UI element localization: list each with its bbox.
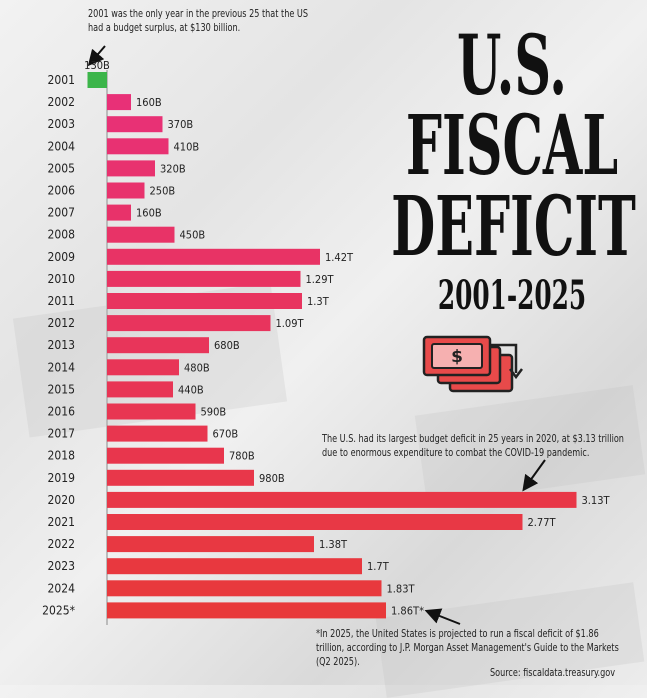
deficit-bar xyxy=(107,226,175,243)
year-label: 2016 xyxy=(48,405,76,419)
deficit-bar xyxy=(107,94,131,111)
bar-value-label: 410B xyxy=(174,140,200,153)
bar-value-label: 1.83T xyxy=(387,582,416,595)
year-label: 2008 xyxy=(48,228,76,242)
year-label: 2020 xyxy=(48,493,76,507)
bar-value-label: 680B xyxy=(214,339,240,352)
bar-value-label: 320B xyxy=(160,162,186,175)
year-label: 2019 xyxy=(48,471,76,485)
deficit-bar xyxy=(107,580,382,597)
year-label: 2001 xyxy=(48,73,75,87)
surplus-annotation: 2001 was the only year in the previous 2… xyxy=(88,7,309,34)
deficit-bar xyxy=(107,293,302,309)
year-label: 2006 xyxy=(48,184,76,198)
deficit-bar xyxy=(107,558,362,575)
deficit-bar xyxy=(107,359,179,376)
bar-value-label: 450B xyxy=(180,229,206,242)
surplus-arrow xyxy=(87,45,106,67)
bar-value-label: 1.09T xyxy=(276,317,305,330)
year-label: 2007 xyxy=(48,206,75,220)
deficit-bar xyxy=(107,160,155,177)
covid-arrow xyxy=(522,459,546,492)
year-label: 2025* xyxy=(42,603,75,617)
deficit-bar xyxy=(107,602,386,619)
deficit-bar xyxy=(107,403,196,420)
year-label: 2021 xyxy=(48,515,75,529)
bar-value-label: 440B xyxy=(178,383,204,396)
deficit-bar xyxy=(107,248,320,265)
chart-title: U.S. FISCAL DEFICIT xyxy=(391,18,636,275)
year-label: 2017 xyxy=(48,427,75,441)
year-label: 2015 xyxy=(48,382,75,396)
year-label: 2004 xyxy=(48,139,76,153)
bar-value-label: 1.86T* xyxy=(391,604,424,617)
bar-value-label: 590B xyxy=(201,406,227,419)
bar-value-label: 160B xyxy=(136,96,162,109)
money-bills-down-arrow-icon: $ xyxy=(422,335,523,393)
bar-value-label: 1.3T xyxy=(307,295,330,308)
year-label: 2011 xyxy=(48,294,75,308)
deficit-bar xyxy=(107,315,271,332)
deficit-bar xyxy=(107,447,224,464)
year-label: 2013 xyxy=(48,338,75,352)
source-note: Source: fiscaldata.treasury.gov xyxy=(490,666,616,679)
year-label: 2024 xyxy=(48,581,76,595)
surplus-bar xyxy=(87,72,107,88)
bar-value-label: 160B xyxy=(136,207,162,220)
bar-value-label: 980B xyxy=(259,472,285,485)
bar-value-label: 2.77T xyxy=(528,516,557,529)
deficit-bar xyxy=(107,425,208,442)
year-label: 2018 xyxy=(48,449,76,463)
bar-value-label: 250B xyxy=(150,185,176,198)
year-label: 2012 xyxy=(48,316,75,330)
bar-value-label: 480B xyxy=(184,361,210,374)
year-label: 2023 xyxy=(48,559,75,573)
bar-value-label: 670B xyxy=(213,428,239,441)
deficit-bar xyxy=(107,182,145,199)
projection-arrow xyxy=(424,608,461,625)
bar-value-label: 1.29T xyxy=(306,273,335,286)
bar-value-label: 370B xyxy=(168,118,194,131)
deficit-bar xyxy=(107,514,523,530)
bar-value-label: 130B xyxy=(84,59,110,72)
year-label: 2009 xyxy=(48,250,76,264)
deficit-bar xyxy=(107,337,209,354)
bar-value-label: 780B xyxy=(229,450,255,463)
chart-subtitle: 2001-2025 xyxy=(437,272,587,319)
bar-value-label: 3.13T xyxy=(582,494,611,507)
projection-annotation: *In 2025, the United States is projected… xyxy=(316,627,619,668)
deficit-bar xyxy=(107,204,131,221)
deficit-bar xyxy=(107,270,301,287)
year-label: 2005 xyxy=(48,161,75,175)
bar-value-label: 1.38T xyxy=(319,538,348,551)
year-label: 2003 xyxy=(48,117,75,131)
year-label: 2022 xyxy=(48,537,75,551)
deficit-bar xyxy=(107,138,169,155)
year-label: 2010 xyxy=(48,272,76,286)
bar-value-label: 1.7T xyxy=(367,560,390,573)
year-label: 2014 xyxy=(48,360,76,374)
deficit-bar xyxy=(107,381,173,398)
bar-value-label: 1.42T xyxy=(325,251,354,264)
year-label: 2002 xyxy=(48,95,75,109)
covid-annotation: The U.S. had its largest budget deficit … xyxy=(322,432,624,459)
deficit-bar xyxy=(107,469,254,486)
deficit-bar xyxy=(107,116,163,133)
deficit-bar xyxy=(107,491,577,508)
deficit-bar xyxy=(107,536,314,553)
svg-text:$: $ xyxy=(451,347,463,367)
